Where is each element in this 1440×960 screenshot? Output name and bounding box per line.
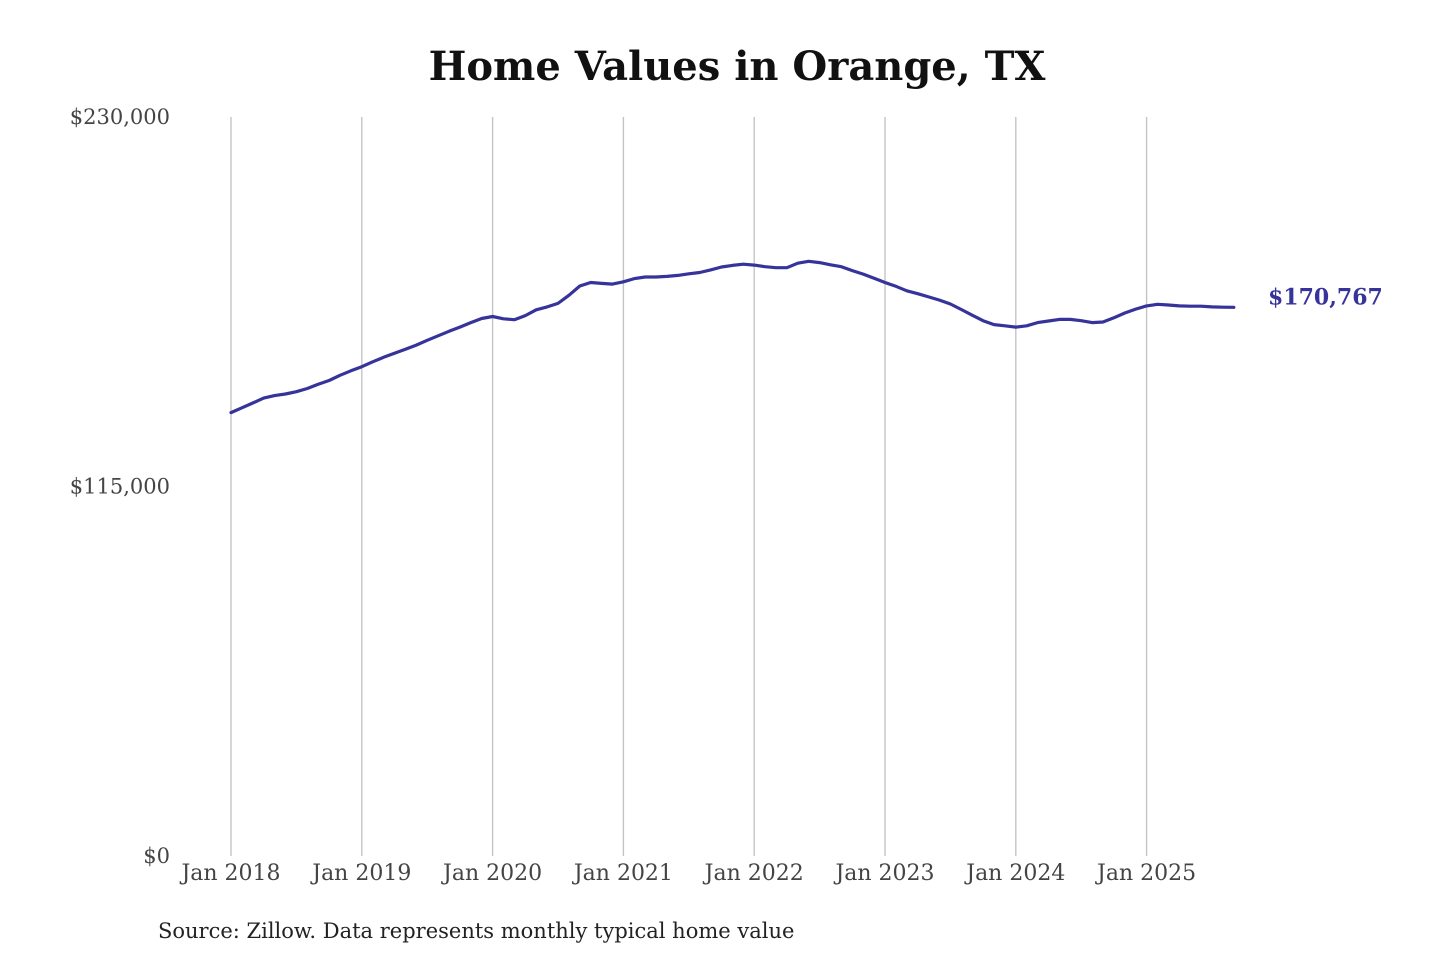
x-tick-label: Jan 2023 xyxy=(833,861,934,886)
vertical-gridlines xyxy=(230,117,1148,856)
x-tick-label: Jan 2019 xyxy=(310,861,411,886)
x-tick-label: Jan 2020 xyxy=(441,861,542,886)
x-tick-label: Jan 2021 xyxy=(572,861,673,886)
x-tick-label: Jan 2018 xyxy=(179,861,280,886)
y-axis-ticks: $0 $115,000 $230,000 xyxy=(70,105,170,868)
y-tick-label: $0 xyxy=(143,844,170,868)
x-tick-label: Jan 2022 xyxy=(703,861,804,886)
chart-title: Home Values in Orange, TX xyxy=(429,43,1046,90)
y-tick-label: $230,000 xyxy=(70,105,170,129)
y-tick-label: $115,000 xyxy=(70,475,170,499)
x-axis-ticks: Jan 2018 Jan 2019 Jan 2020 Jan 2021 Jan 2022… xyxy=(179,861,1196,886)
series-layer: $170,767 xyxy=(229,259,1383,415)
x-tick-label: Jan 2025 xyxy=(1095,861,1196,886)
end-value-label: $170,767 xyxy=(1268,284,1383,310)
source-note: Source: Zillow. Data represents monthly … xyxy=(158,919,794,943)
series-line xyxy=(229,259,1236,415)
x-tick-label: Jan 2024 xyxy=(964,861,1065,886)
